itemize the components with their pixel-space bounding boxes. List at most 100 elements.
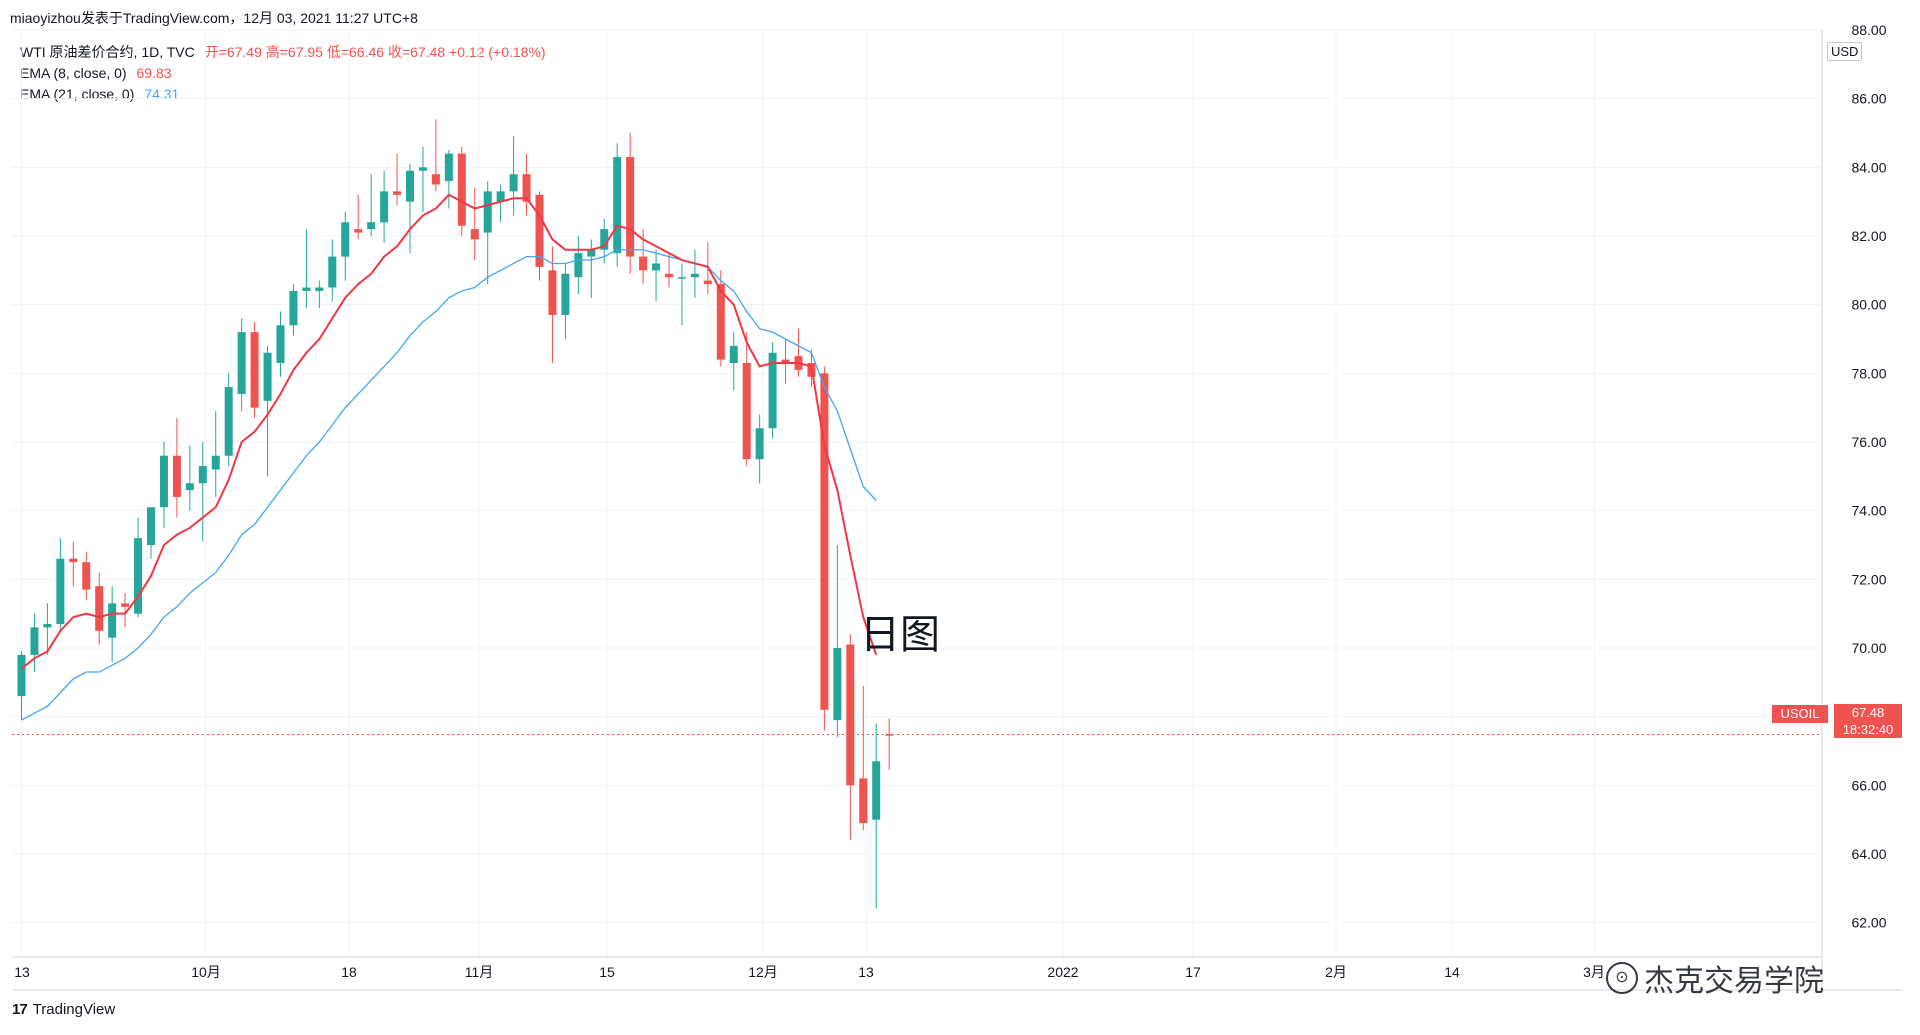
candle-body bbox=[380, 191, 389, 223]
candle bbox=[393, 153, 402, 206]
candle-body bbox=[185, 483, 194, 491]
candle-body bbox=[496, 191, 505, 202]
timeframe-annotation: 日图 bbox=[860, 612, 940, 658]
candle bbox=[548, 246, 557, 364]
y-tick-label: 82.00 bbox=[1851, 228, 1886, 244]
y-tick-label: 70.00 bbox=[1851, 640, 1886, 656]
candle bbox=[729, 332, 738, 391]
candle bbox=[457, 146, 466, 236]
candle bbox=[755, 414, 764, 484]
candle-body bbox=[457, 153, 466, 226]
candle-body bbox=[172, 455, 181, 497]
currency-badge[interactable]: USD bbox=[1827, 42, 1863, 61]
candle-body bbox=[263, 352, 272, 401]
candle-body bbox=[302, 287, 311, 291]
ema21-line bbox=[21, 249, 877, 721]
candle-body bbox=[690, 273, 699, 278]
wechat-icon: ⊙ bbox=[1606, 962, 1638, 994]
candle-body bbox=[43, 623, 52, 628]
candle bbox=[263, 345, 272, 477]
candle-body bbox=[276, 325, 285, 364]
candle-body bbox=[224, 387, 233, 456]
candle-body bbox=[522, 174, 531, 202]
candle-body bbox=[418, 167, 427, 171]
candle bbox=[341, 211, 350, 281]
candle-body bbox=[613, 157, 622, 254]
y-tick-label: 74.00 bbox=[1851, 503, 1886, 519]
candle-body bbox=[328, 256, 337, 288]
candle-body bbox=[665, 273, 673, 278]
candle-body bbox=[755, 428, 764, 460]
candle bbox=[431, 119, 440, 192]
bar-countdown: 18:32:40 bbox=[1842, 722, 1894, 737]
candle bbox=[82, 551, 91, 600]
candle bbox=[328, 239, 337, 302]
candle-body bbox=[846, 644, 855, 786]
candle-body bbox=[30, 627, 39, 655]
publisher-line: miaoyizhou发表于TradingView.com，12月 03, 202… bbox=[10, 10, 418, 26]
legend-ema21-row[interactable]: EMA (21, close, 0) 74.31 bbox=[20, 84, 546, 105]
candle-body bbox=[885, 734, 894, 736]
candle-body bbox=[108, 603, 117, 638]
candle-body bbox=[703, 280, 712, 285]
candle-body bbox=[354, 229, 363, 233]
x-tick-label: 2月 bbox=[1325, 964, 1347, 980]
candle bbox=[302, 229, 311, 309]
candle bbox=[496, 184, 505, 223]
symbol-price-tag: USOIL bbox=[1772, 705, 1828, 723]
candle bbox=[56, 538, 65, 631]
candle-body bbox=[95, 586, 104, 631]
candle bbox=[613, 143, 622, 267]
y-tick-label: 66.00 bbox=[1851, 777, 1886, 793]
legend-ema8-row[interactable]: EMA (8, close, 0) 69.83 bbox=[20, 63, 546, 84]
candle bbox=[470, 187, 479, 261]
candle-body bbox=[406, 170, 414, 202]
ema8-line bbox=[20, 193, 878, 670]
candle bbox=[509, 136, 518, 216]
legend-ema8-value: 69.83 bbox=[136, 65, 172, 81]
candle-body bbox=[781, 359, 790, 364]
candle-body bbox=[121, 603, 130, 607]
tradingview-logo[interactable]: 17 TradingView bbox=[12, 1001, 115, 1018]
candle bbox=[211, 411, 220, 497]
x-tick-label: 10月 bbox=[191, 964, 221, 980]
x-tick-label: 11月 bbox=[465, 964, 494, 980]
candle-body bbox=[833, 648, 842, 721]
candle-body bbox=[587, 249, 596, 257]
candle bbox=[159, 442, 168, 528]
candle-body bbox=[548, 270, 557, 315]
candle-body bbox=[211, 455, 220, 470]
y-tick-label: 76.00 bbox=[1851, 434, 1886, 450]
candle bbox=[872, 723, 881, 909]
candle-body bbox=[82, 562, 91, 590]
candle bbox=[237, 318, 246, 412]
candle bbox=[172, 417, 181, 518]
y-tick-label: 88.00 bbox=[1851, 22, 1886, 38]
candle bbox=[315, 280, 324, 309]
x-tick-label: 2022 bbox=[1047, 964, 1078, 980]
candle-body bbox=[393, 191, 402, 195]
candle-body bbox=[716, 284, 725, 360]
candle-body bbox=[289, 290, 298, 326]
candle bbox=[574, 236, 583, 295]
legend-symbol-row[interactable]: WTI 原油差价合约, 1D, TVC 开=67.49 高=67.95 低=66… bbox=[20, 42, 546, 63]
legend-ema21-label: EMA (21, close, 0) bbox=[20, 86, 135, 102]
x-tick-label: 3月 bbox=[1583, 964, 1605, 980]
candle-body bbox=[69, 558, 78, 563]
candle bbox=[198, 442, 207, 542]
chart-legend: WTI 原油差价合约, 1D, TVC 开=67.49 高=67.95 低=66… bbox=[20, 42, 546, 105]
candle bbox=[69, 541, 78, 587]
candle-body bbox=[859, 778, 868, 824]
x-tick-label: 15 bbox=[599, 964, 615, 980]
candle-body bbox=[768, 352, 777, 429]
candle bbox=[121, 593, 130, 628]
candle bbox=[444, 150, 453, 209]
candles bbox=[17, 119, 894, 909]
candle bbox=[224, 373, 233, 467]
candle bbox=[820, 366, 829, 731]
candle-body bbox=[561, 273, 570, 315]
candle bbox=[859, 685, 868, 830]
candle-body bbox=[198, 466, 207, 484]
candle bbox=[289, 284, 298, 336]
